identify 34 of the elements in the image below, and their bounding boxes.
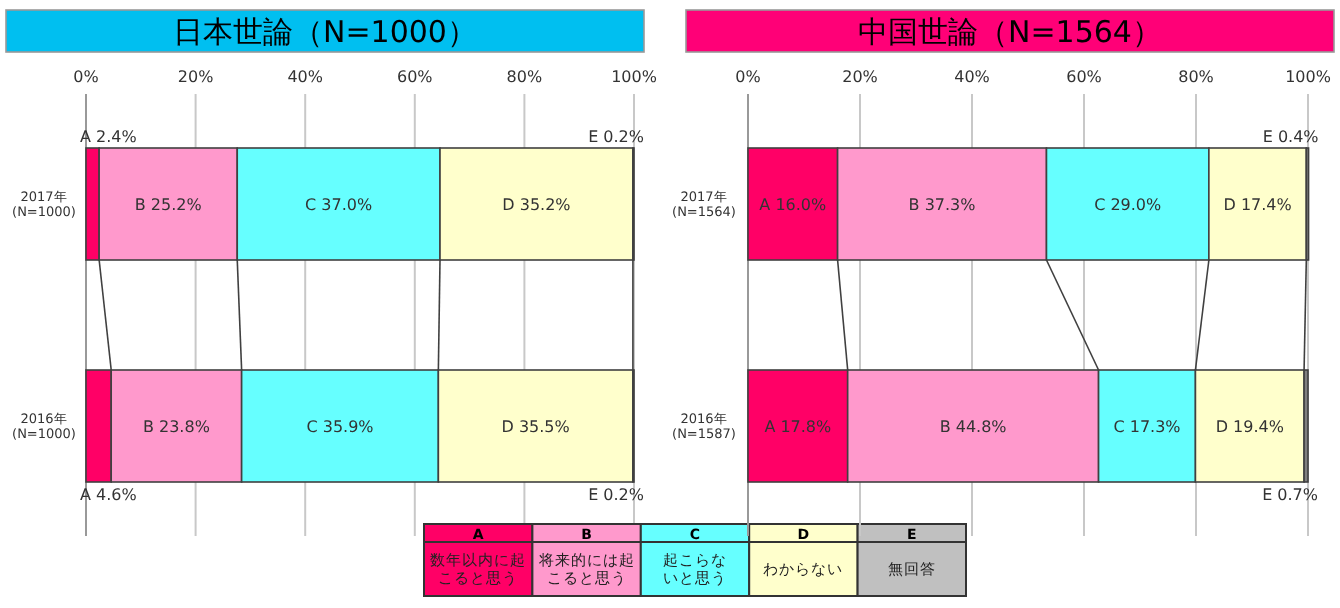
x-tick-label: 60%: [1066, 68, 1103, 86]
x-tick-label: 100%: [1285, 68, 1332, 86]
data-label: C 17.3%: [1113, 418, 1182, 436]
data-label: A 17.8%: [764, 418, 833, 436]
data-label: D 19.4%: [1215, 418, 1285, 436]
data-label: A 4.6%: [80, 486, 138, 504]
data-label: B 37.3%: [908, 196, 977, 214]
x-tick-label: 80%: [1178, 68, 1215, 86]
x-tick-label: 40%: [954, 68, 991, 86]
x-tick-label: 100%: [611, 68, 658, 86]
x-tick-label: 80%: [506, 68, 543, 86]
data-label: E 0.4%: [1262, 128, 1320, 146]
data-label: E 0.2%: [588, 128, 645, 146]
x-tick-label: 20%: [177, 68, 215, 86]
data-label: E 0.2%: [588, 486, 645, 504]
data-label: D 35.5%: [501, 418, 571, 436]
data-label: C 37.0%: [305, 196, 373, 214]
chart-title: 日本世論（N=1000）: [173, 14, 477, 50]
data-label: B 23.8%: [142, 418, 211, 436]
data-label: A 2.4%: [80, 128, 138, 146]
x-tick-label: 0%: [73, 68, 100, 86]
x-tick-label: 0%: [735, 68, 762, 86]
data-label: D 17.4%: [1223, 196, 1293, 214]
x-tick-label: 40%: [287, 68, 324, 86]
data-label: C 29.0%: [1094, 196, 1163, 214]
data-label: B 25.2%: [134, 196, 203, 214]
x-tick-label: 20%: [842, 68, 879, 86]
data-label: A 16.0%: [759, 196, 828, 214]
data-label: C 35.9%: [306, 418, 375, 436]
data-label: B 44.8%: [939, 418, 1008, 436]
data-label: E 0.7%: [1262, 486, 1319, 504]
chart-title: 中国世論（N=1564）: [858, 14, 1162, 50]
data-label: D 35.2%: [502, 196, 572, 214]
x-tick-label: 60%: [397, 68, 434, 86]
